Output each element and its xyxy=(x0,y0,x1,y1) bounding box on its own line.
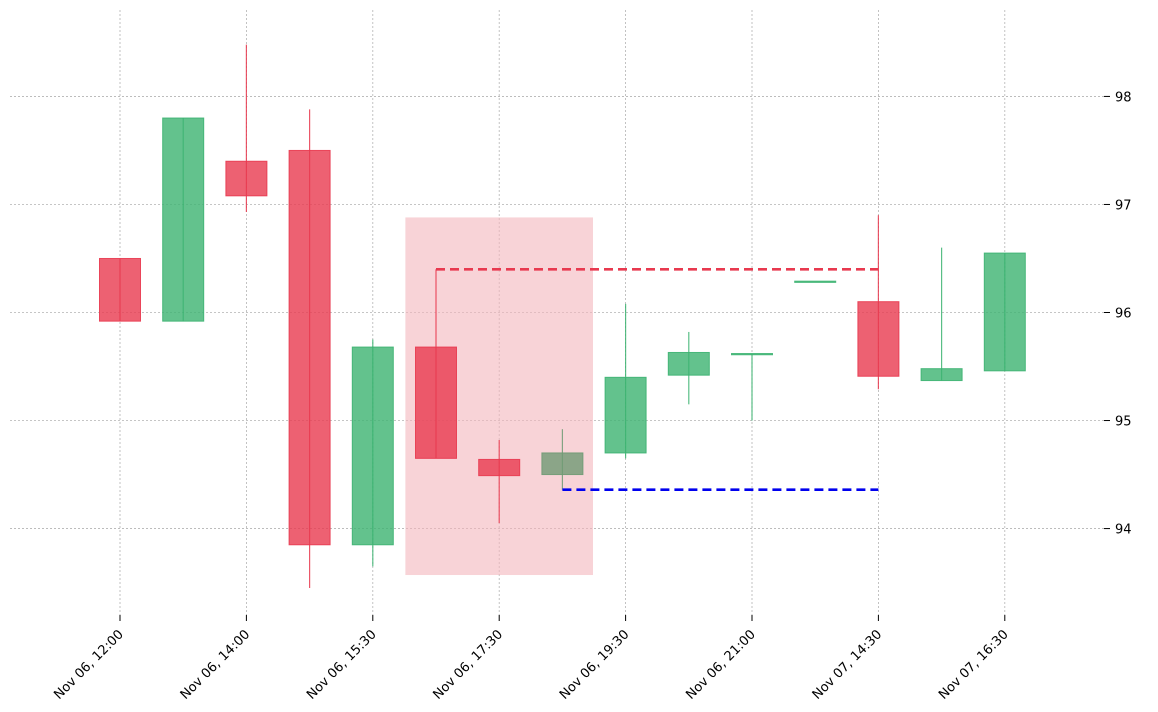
y-tick-label: 96 xyxy=(1115,307,1132,322)
y-tick-label: 97 xyxy=(1115,198,1132,213)
x-tick-label: Nov 06, 12:00 xyxy=(51,627,127,703)
candle-body-up xyxy=(983,252,1026,372)
level-layer xyxy=(436,267,879,491)
candle-body-up xyxy=(541,452,584,476)
x-tick-label: Nov 06, 17:30 xyxy=(431,627,507,703)
candle-body-up xyxy=(162,117,205,322)
x-tick-label: Nov 06, 15:30 xyxy=(304,627,380,703)
x-tick-label: Nov 07, 16:30 xyxy=(936,627,1012,703)
y-tick-label: 95 xyxy=(1115,415,1132,430)
candle-body-down xyxy=(225,160,268,197)
candle-body-up xyxy=(351,346,394,546)
candle-body-up xyxy=(731,353,773,356)
x-tick-label: Nov 06, 21:00 xyxy=(683,627,759,703)
candle-layer xyxy=(99,44,1026,588)
candle-body-up xyxy=(794,280,837,283)
candle-body-down xyxy=(99,257,141,322)
candle-body-down xyxy=(288,149,331,546)
candle-body-up xyxy=(667,351,710,376)
x-tick-label: Nov 06, 19:30 xyxy=(557,627,633,703)
candle-body-down xyxy=(478,458,521,477)
candle-body-down xyxy=(415,346,457,459)
candle-body-up xyxy=(604,376,647,454)
x-tick-label: Nov 06, 14:00 xyxy=(178,627,254,703)
y-tick-label: 94 xyxy=(1115,523,1132,538)
y-tick-label: 98 xyxy=(1115,90,1132,105)
candle-body-down xyxy=(857,301,900,377)
x-tick-label: Nov 07, 14:30 xyxy=(810,627,886,703)
candle-body-up xyxy=(920,368,963,382)
